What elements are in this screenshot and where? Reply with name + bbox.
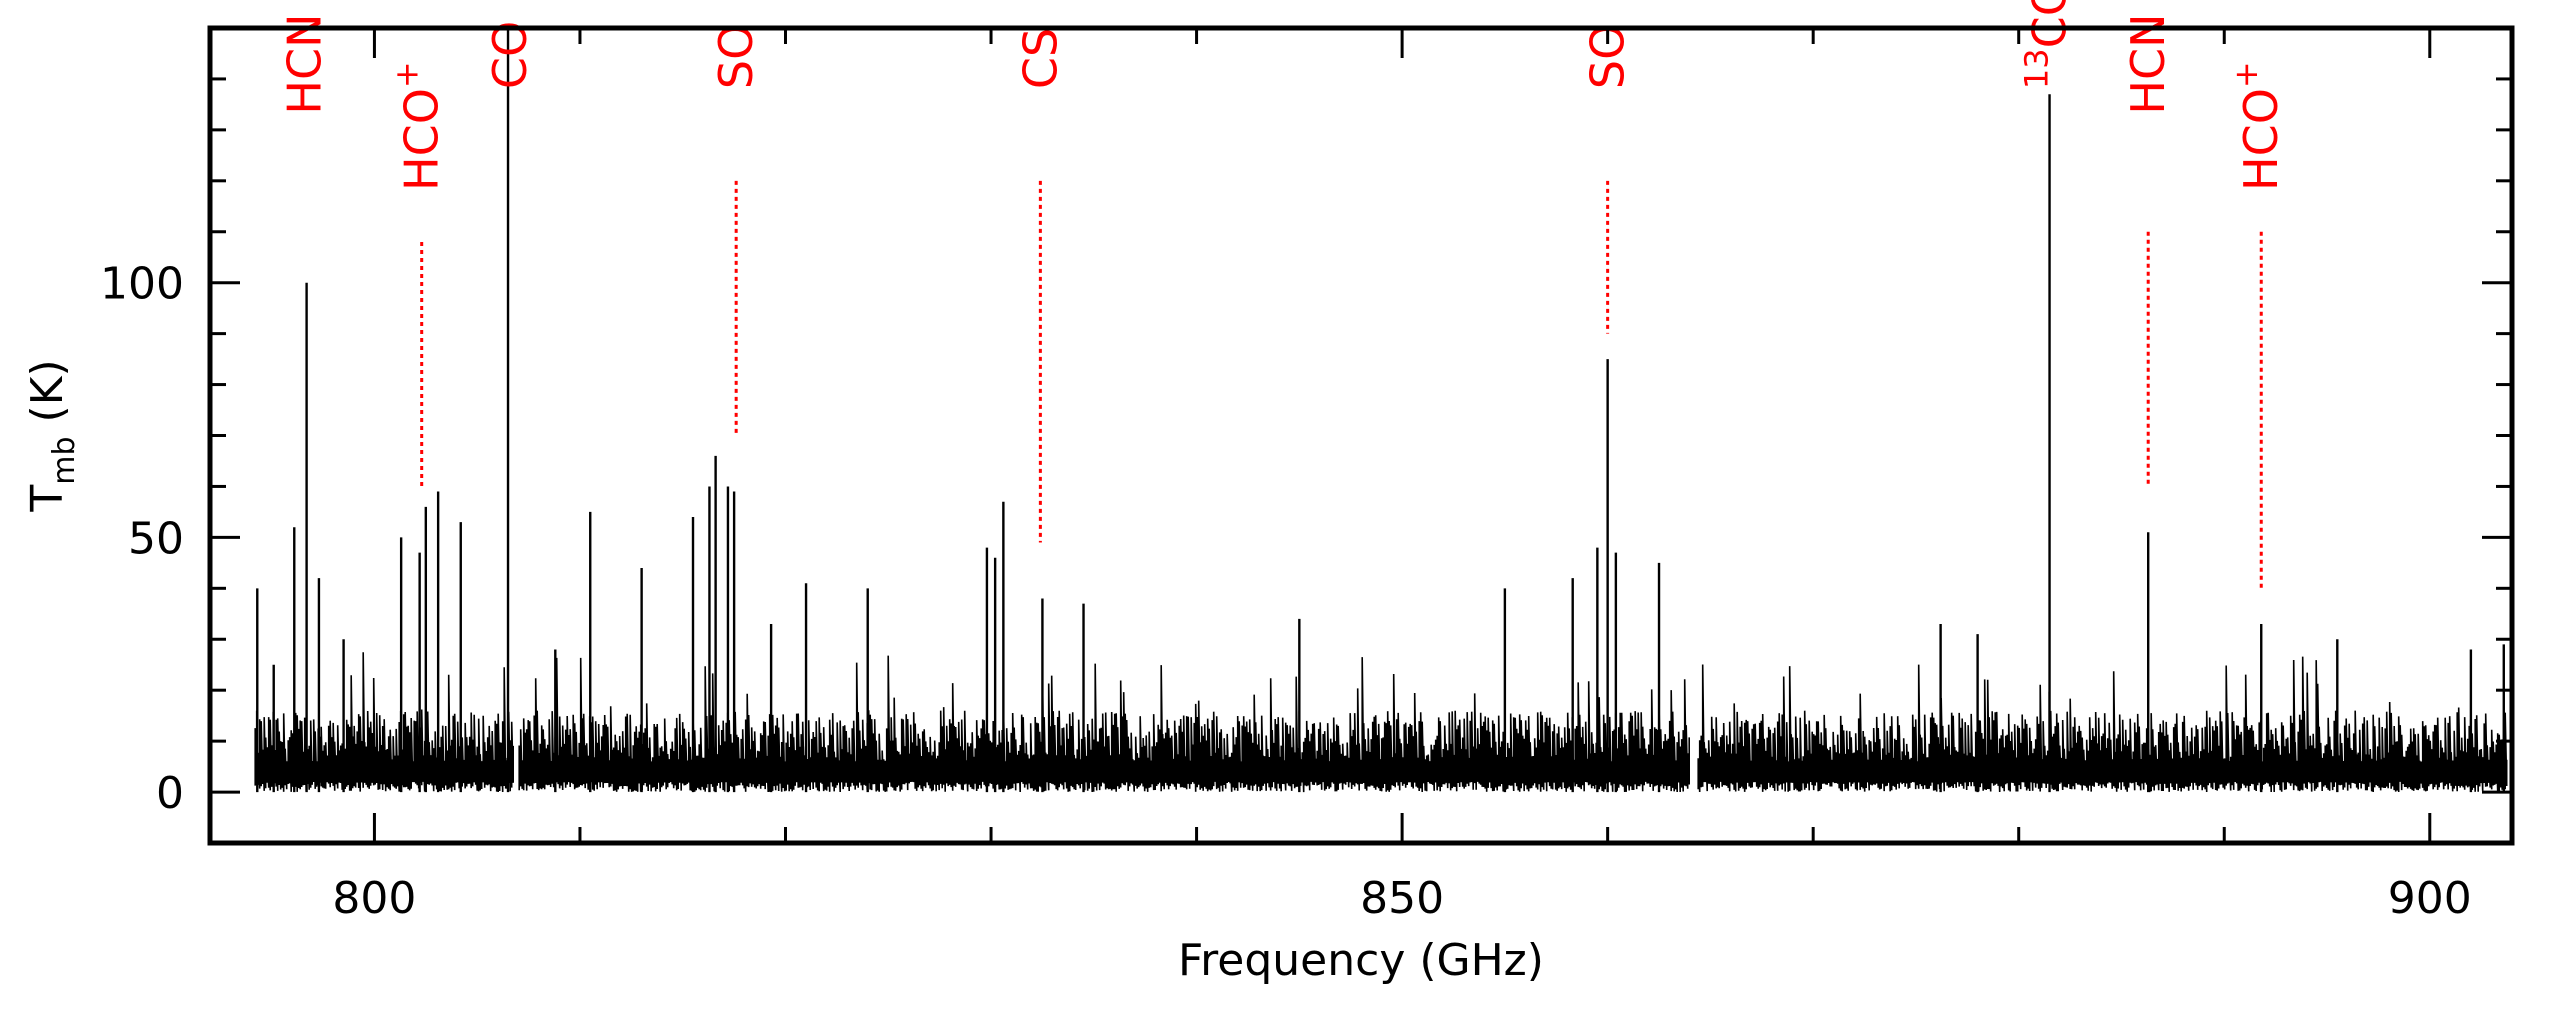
y-tick-label: 100 xyxy=(100,259,184,310)
line-marker-molecule: HCO xyxy=(2234,88,2288,191)
x-tick-label: 850 xyxy=(1360,873,1444,924)
line-marker-molecule: HCO xyxy=(395,88,449,191)
line-marker: 13CO xyxy=(2018,0,2077,89)
x-axis-title: Frequency (GHz) xyxy=(1178,935,1544,986)
line-marker-charge: + xyxy=(2227,61,2265,88)
line-marker-label: HCO+ xyxy=(2227,61,2288,191)
line-marker: HCO+ xyxy=(2227,61,2288,589)
line-marker-molecule: CO xyxy=(483,21,537,89)
line-marker: CS xyxy=(1013,28,1067,543)
line-marker-molecule: CS xyxy=(1013,28,1067,89)
y-axis-title-unit: (K) xyxy=(22,359,73,436)
line-marker: SO xyxy=(709,24,763,436)
line-marker: CO xyxy=(483,21,537,89)
line-marker: SO xyxy=(1581,24,1635,334)
x-tick-label: 800 xyxy=(332,873,416,924)
line-marker: HCO+ xyxy=(388,61,449,487)
y-axis-title-sub: mb xyxy=(47,437,82,485)
line-marker-molecule: CO xyxy=(2023,0,2077,48)
line-marker-molecule: SO xyxy=(709,24,763,89)
spectrum-trace xyxy=(254,652,2508,793)
y-axis-title-main: T xyxy=(22,485,73,513)
spectrum-line-layer xyxy=(254,28,2508,793)
line-marker-label: CO xyxy=(483,21,537,89)
y-tick-label: 50 xyxy=(128,513,184,564)
line-marker-isotope: 13 xyxy=(2018,48,2056,89)
line-marker-label: SO xyxy=(709,24,763,89)
line-marker-label: 13CO xyxy=(2018,0,2077,89)
line-marker: HCN xyxy=(2121,13,2175,487)
y-tick-label: 0 xyxy=(156,768,184,819)
y-axis-title: Tmb (K) xyxy=(22,359,82,512)
line-marker-charge: + xyxy=(388,61,426,88)
x-tick-label: 900 xyxy=(2388,873,2472,924)
axis-ticks-layer: 800 850 900 0 50 100 xyxy=(100,26,2512,924)
line-marker-label: HCO+ xyxy=(388,61,449,191)
line-marker-label: CS xyxy=(1013,28,1067,89)
